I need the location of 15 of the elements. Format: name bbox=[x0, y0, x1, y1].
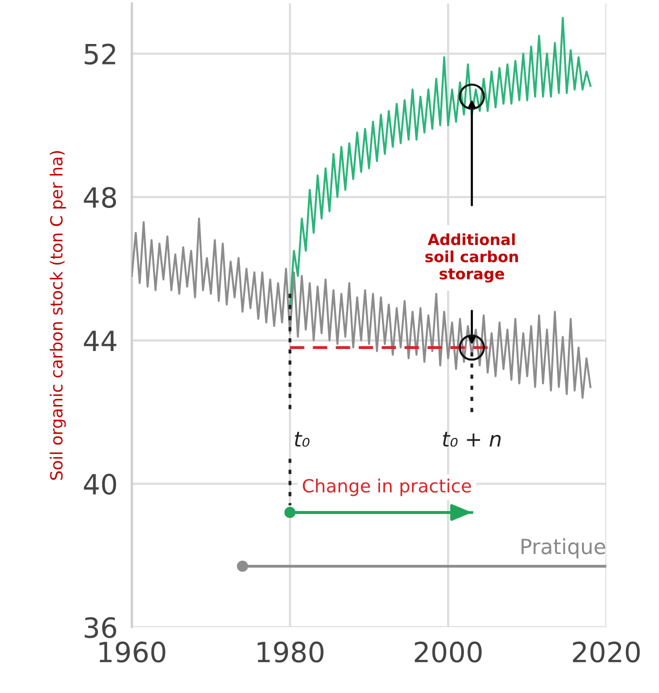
x-tick-label: 1980 bbox=[258, 642, 324, 663]
y-tick-label: 48 bbox=[84, 186, 116, 208]
annotation: Change in practice bbox=[302, 478, 471, 496]
annotation: t₀ + n bbox=[442, 432, 501, 447]
x-tick-label: 2000 bbox=[414, 642, 482, 663]
annotation: Pratique bbox=[522, 538, 606, 558]
y-tick-label: 52 bbox=[84, 44, 116, 65]
x-tick-label: 2020 bbox=[572, 642, 640, 663]
y-tick-label: 36 bbox=[84, 617, 116, 638]
x-tick-label: 1960 bbox=[100, 642, 166, 663]
annotation: t₀ bbox=[294, 432, 310, 447]
y-tick-label: 44 bbox=[84, 330, 116, 351]
annotation: Additional soil carbon storage bbox=[425, 233, 518, 283]
y-axis-title: Soil organic carbon stock (ton C per ha) bbox=[50, 151, 66, 480]
y-tick-label: 40 bbox=[84, 474, 116, 495]
